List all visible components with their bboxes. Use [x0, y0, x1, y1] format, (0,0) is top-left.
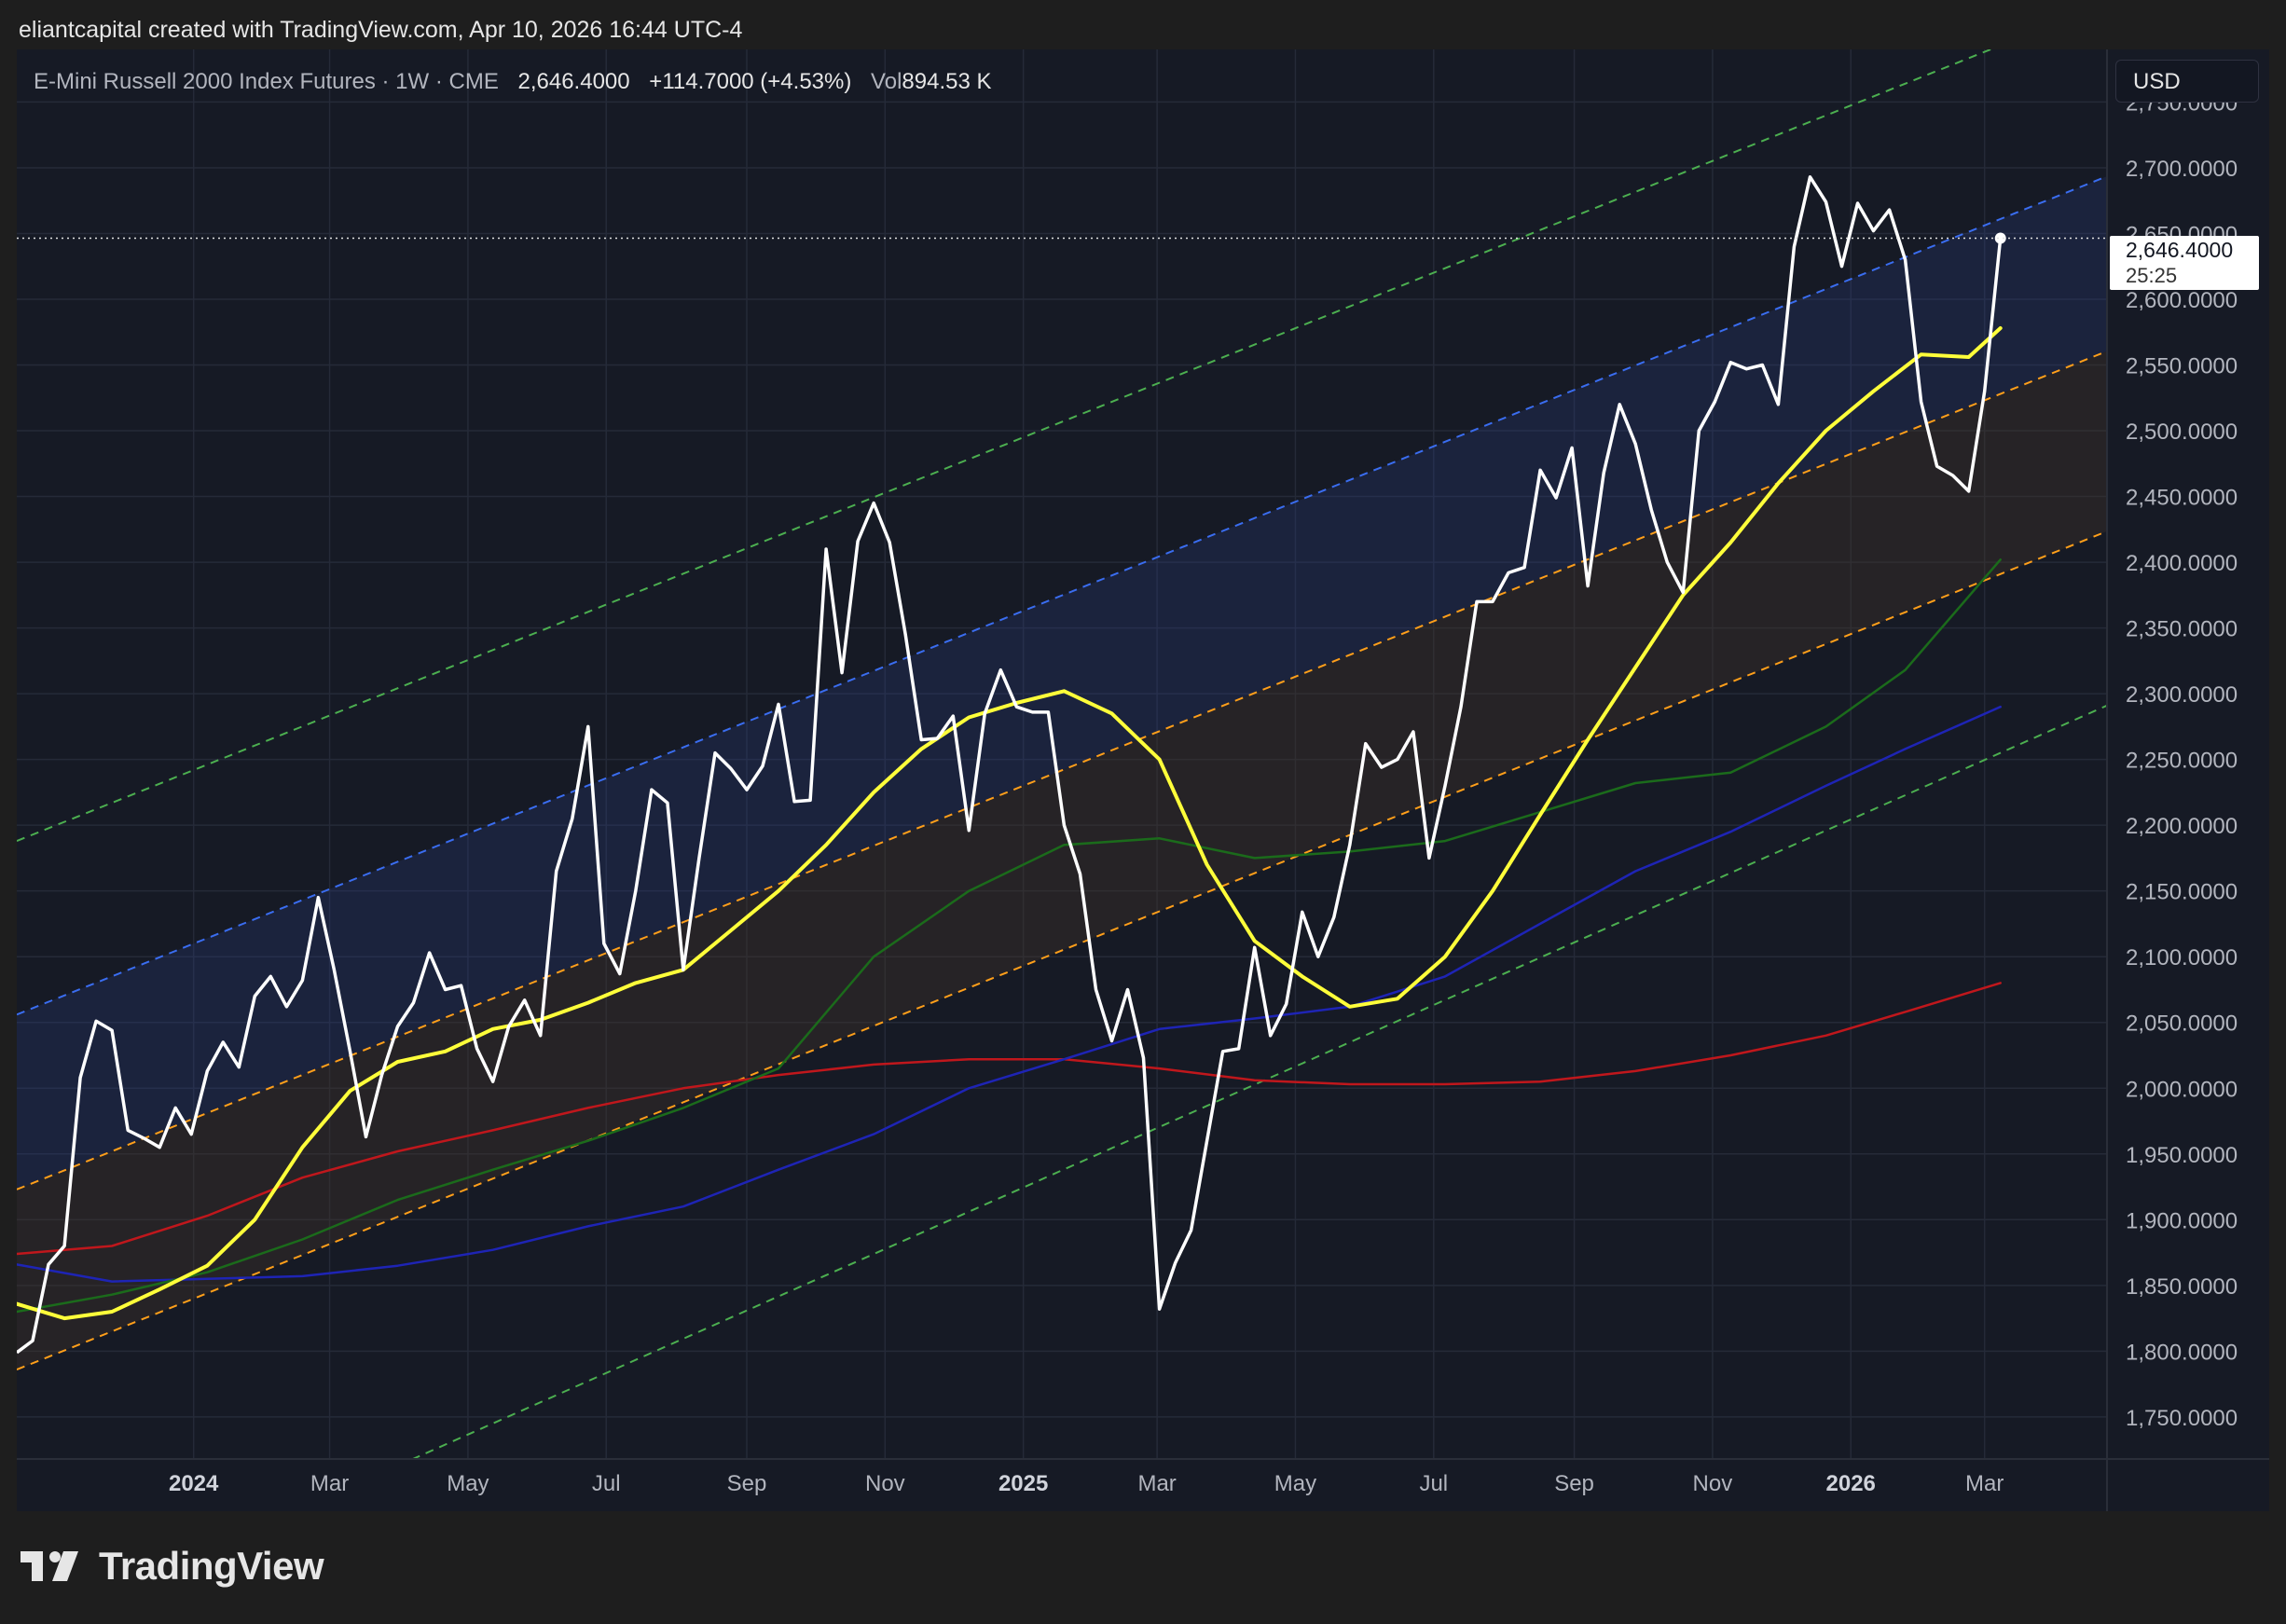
- x-tick-label-6: 2025: [998, 1471, 1048, 1496]
- volume-value: 894.53 K: [902, 69, 992, 94]
- price-series: [17, 175, 2006, 1355]
- channel-line-mid-upper: [17, 175, 2107, 1016]
- channel-line-inner-lower: [17, 530, 2107, 1371]
- y-tick-label-19: 2,700.0000: [2126, 157, 2238, 182]
- y-tick-label-3: 1,900.0000: [2126, 1208, 2238, 1233]
- x-tick-label-1: Mar: [310, 1471, 349, 1496]
- x-tick-label-12: 2026: [1826, 1471, 1876, 1496]
- y-tick-label-11: 2,300.0000: [2126, 682, 2238, 708]
- x-tick-label-9: Jul: [1419, 1471, 1448, 1496]
- last-price-tag: 2,646.4000 25:25: [2110, 236, 2259, 290]
- currency-button[interactable]: USD: [2115, 60, 2259, 103]
- x-tick-label-5: Nov: [865, 1471, 905, 1496]
- tradingview-logo[interactable]: TradingView: [21, 1544, 324, 1589]
- chart-caption: eliantcapital created with TradingView.c…: [19, 17, 743, 43]
- y-tick-label-2: 1,850.0000: [2126, 1274, 2238, 1300]
- x-tick-label-3: Jul: [592, 1471, 621, 1496]
- last-price-dot: [1994, 232, 2006, 244]
- bar-countdown: 25:25: [2126, 264, 2178, 287]
- channel-fills: [17, 176, 2107, 1370]
- x-tick-label-8: May: [1274, 1471, 1316, 1496]
- y-tick-label-6: 2,050.0000: [2126, 1012, 2238, 1037]
- x-tick-label-2: May: [447, 1471, 489, 1496]
- x-tick-label-11: Nov: [1693, 1471, 1733, 1496]
- x-tick-label-10: Sep: [1554, 1471, 1594, 1496]
- channel-line-outer-upper: [17, 49, 1993, 843]
- y-tick-label-0: 1,750.0000: [2126, 1406, 2238, 1431]
- y-tick-label-7: 2,100.0000: [2126, 945, 2238, 970]
- tradingview-wordmark: TradingView: [99, 1544, 324, 1588]
- y-tick-label-17: 2,600.0000: [2126, 288, 2238, 313]
- y-tick-label-8: 2,150.0000: [2126, 880, 2238, 905]
- ma-blue-line: [17, 705, 2002, 1283]
- ma-red-line: [17, 982, 2002, 1256]
- y-tick-label-16: 2,550.0000: [2126, 354, 2238, 379]
- price-chart[interactable]: 1,750.0000 1,800.0000 1,850.0000 1,900.0000…: [17, 49, 2269, 1511]
- channel-lines: [17, 49, 2107, 1459]
- y-tick-label-9: 2,200.0000: [2126, 814, 2238, 839]
- x-tick-label-0: 2024: [169, 1471, 219, 1496]
- x-tick-label-7: Mar: [1137, 1471, 1176, 1496]
- channel-fill-upper: [17, 176, 2107, 1190]
- y-tick-label-10: 2,250.0000: [2126, 749, 2238, 774]
- chart-frame[interactable]: 1,750.0000 1,800.0000 1,850.0000 1,900.0000…: [17, 49, 2269, 1511]
- y-tick-label-4: 1,950.0000: [2126, 1143, 2238, 1168]
- channel-fill-middle: [17, 351, 2107, 1370]
- y-tick-label-14: 2,450.0000: [2126, 486, 2238, 511]
- price-line: [17, 175, 2003, 1355]
- x-tick-label-13: Mar: [1965, 1471, 2004, 1496]
- price-change: +114.7000 (+4.53%): [649, 69, 852, 94]
- x-tick-label-4: Sep: [727, 1471, 767, 1496]
- last-price-tag-value: 2,646.4000: [2126, 238, 2234, 262]
- y-tick-label-15: 2,500.0000: [2126, 420, 2238, 445]
- ma-green-line: [17, 558, 2002, 1314]
- y-tick-label-12: 2,350.0000: [2126, 617, 2238, 642]
- y-tick-label-13: 2,400.0000: [2126, 551, 2238, 576]
- last-price: 2,646.4000: [517, 69, 630, 94]
- symbol-legend: E-Mini Russell 2000 Index Futures · 1W ·…: [34, 69, 992, 95]
- symbol-name[interactable]: E-Mini Russell 2000 Index Futures · 1W ·…: [34, 69, 499, 94]
- grid: [17, 49, 2107, 1459]
- y-tick-label-1: 1,800.0000: [2126, 1340, 2238, 1365]
- tradingview-logo-icon: [21, 1551, 78, 1581]
- volume-label: Vol: [871, 69, 902, 94]
- y-tick-label-5: 2,000.0000: [2126, 1077, 2238, 1102]
- channel-line-inner-upper: [17, 350, 2107, 1190]
